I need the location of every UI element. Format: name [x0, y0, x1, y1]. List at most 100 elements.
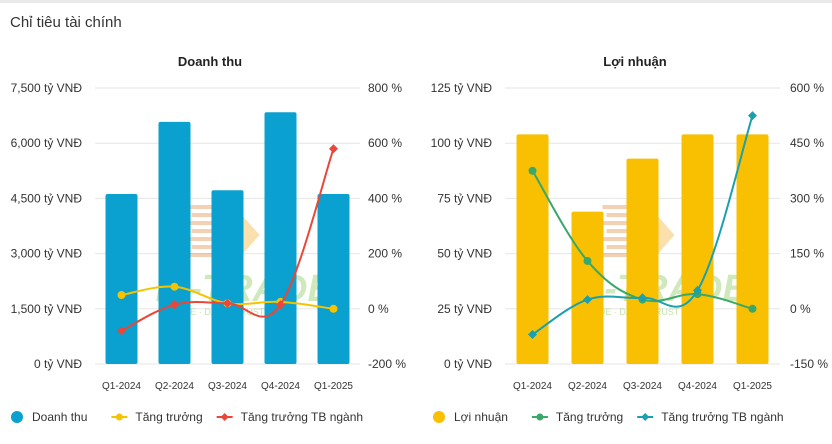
line-point-5 — [748, 304, 757, 313]
legend-swatch-circle — [11, 411, 23, 423]
x-axis-tick-label: Q2-2024 — [568, 381, 607, 392]
left-axis-tick-label: 6,000 tỷ VNĐ — [11, 136, 83, 150]
x-axis-tick-label: Q4-2024 — [678, 381, 717, 392]
bar-2 — [158, 121, 191, 364]
line-point-1 — [528, 166, 537, 175]
line-point-5 — [329, 144, 338, 154]
line-point-5 — [748, 111, 757, 121]
legend-item-2: Tăng trưởng — [111, 410, 203, 424]
x-axis-tick-label: Q1-2024 — [513, 381, 552, 392]
bar-3 — [211, 190, 244, 364]
line-point-2 — [170, 300, 179, 310]
watermark-stripe — [606, 213, 641, 217]
legend-swatch-marker — [641, 413, 650, 421]
line-point-1 — [117, 326, 126, 336]
legend-item-1: Doanh thu — [11, 410, 87, 424]
right-axis-tick-label: -200 % — [368, 357, 406, 371]
line-point-2 — [583, 256, 592, 265]
top-divider — [0, 0, 832, 3]
right-axis-tick-label: 150 % — [790, 247, 824, 261]
bar-4 — [681, 134, 714, 364]
left-axis-tick-label: 50 tỷ VNĐ — [437, 247, 492, 261]
line-point-1 — [528, 330, 537, 340]
left-axis-tick-label: 125 tỷ VNĐ — [431, 81, 493, 95]
watermark-stripe — [187, 237, 222, 241]
left-axis-tick-label: 7,500 tỷ VNĐ — [11, 81, 83, 95]
bar-5 — [736, 134, 769, 364]
line-point-3 — [638, 293, 647, 303]
watermark-stripe — [606, 245, 641, 249]
left-axis-tick-label: 1,500 tỷ VNĐ — [11, 302, 83, 316]
right-axis-tick-label: 200 % — [368, 247, 402, 261]
line-point-2 — [170, 282, 179, 291]
legend-swatch-marker — [536, 413, 544, 421]
legend-label: Tăng trưởng — [556, 410, 623, 424]
watermark-stripe — [187, 205, 222, 209]
bar-2 — [571, 211, 604, 364]
line-point-4 — [693, 285, 702, 295]
watermark-stripe — [602, 237, 637, 241]
right-axis-tick-label: 600 % — [790, 81, 824, 95]
chart-doanh-thu: Doanh thu 0 tỷ VNĐ 1,500 tỷ VNĐ 3,000 tỷ VN… — [11, 54, 407, 424]
legend-label: Tăng trưởng TB ngành — [241, 410, 363, 424]
left-axis-tick-label: 25 tỷ VNĐ — [437, 302, 492, 316]
right-axis-tick-label: 800 % — [368, 81, 402, 95]
left-axis-tick-label: 0 tỷ VNĐ — [444, 357, 492, 371]
legend-item-1: Lợi nhuận — [433, 410, 508, 424]
left-axis-tick-label: 3,000 tỷ VNĐ — [11, 247, 83, 261]
watermark-stripe — [191, 245, 226, 249]
bar-3 — [626, 158, 659, 364]
legend-label: Lợi nhuận — [454, 410, 508, 424]
x-axis-tick-label: Q3-2024 — [208, 381, 247, 392]
left-axis-tick-label: 100 tỷ VNĐ — [431, 136, 493, 150]
bar-1 — [516, 134, 549, 364]
right-axis-tick-label: -150 % — [790, 357, 828, 371]
watermark-stripe — [602, 221, 637, 225]
right-axis-tick-label: 0 % — [368, 302, 389, 316]
chart-title: Doanh thu — [178, 54, 242, 69]
legend-item-2: Tăng trưởng — [531, 410, 623, 424]
line-point-4 — [276, 300, 285, 310]
right-axis-tick-label: 450 % — [790, 136, 824, 150]
watermark-stripe — [191, 229, 226, 233]
x-axis-tick-label: Q2-2024 — [155, 381, 194, 392]
section-title: Chỉ tiêu tài chính — [10, 14, 122, 31]
left-axis-tick-label: 4,500 tỷ VNĐ — [11, 191, 83, 205]
bar-5 — [317, 193, 350, 364]
x-axis-tick-label: Q3-2024 — [623, 381, 662, 392]
watermark-stripe — [191, 213, 226, 217]
legend-item-3: Tăng trưởng TB ngành — [216, 410, 363, 424]
left-axis-tick-label: 75 tỷ VNĐ — [437, 191, 492, 205]
x-axis-tick-label: Q1-2024 — [102, 381, 141, 392]
x-axis-tick-label: Q1-2025 — [733, 381, 772, 392]
legend-label: Doanh thu — [32, 410, 87, 424]
watermark-stripe — [187, 253, 222, 257]
watermark-stripe — [602, 205, 637, 209]
line-point-2 — [583, 295, 592, 305]
right-axis-tick-label: 600 % — [368, 136, 402, 150]
watermark-stripe — [602, 253, 637, 257]
chart-title: Lợi nhuận — [603, 54, 666, 69]
line-point-3 — [223, 298, 232, 308]
line-point-1 — [117, 291, 126, 299]
legend-label: Tăng trưởng TB ngành — [661, 410, 783, 424]
legend-label: Tăng trưởng — [135, 410, 202, 424]
series-line-2 — [121, 148, 335, 332]
watermark-stripe — [187, 221, 222, 225]
legend-item-3: Tăng trưởng TB ngành — [637, 410, 784, 424]
right-axis-tick-label: 300 % — [790, 191, 824, 205]
right-axis-tick-label: 400 % — [368, 191, 402, 205]
bar-4 — [264, 112, 297, 365]
x-axis-tick-label: Q4-2024 — [261, 381, 300, 392]
series-line-2 — [531, 115, 754, 336]
x-axis-tick-label: Q1-2025 — [314, 381, 353, 392]
bar-1 — [105, 193, 138, 364]
legend-swatch-marker — [220, 413, 229, 421]
line-point-5 — [329, 304, 338, 313]
watermark-stripe — [606, 229, 641, 233]
chart-loi-nhuan: Lợi nhuận 0 tỷ VNĐ 25 tỷ VNĐ 50 tỷ VNĐ 75 tỷ… — [431, 54, 829, 424]
legend-swatch-marker — [115, 413, 123, 421]
left-axis-tick-label: 0 tỷ VNĐ — [34, 357, 82, 371]
right-axis-tick-label: 0 % — [790, 302, 811, 316]
